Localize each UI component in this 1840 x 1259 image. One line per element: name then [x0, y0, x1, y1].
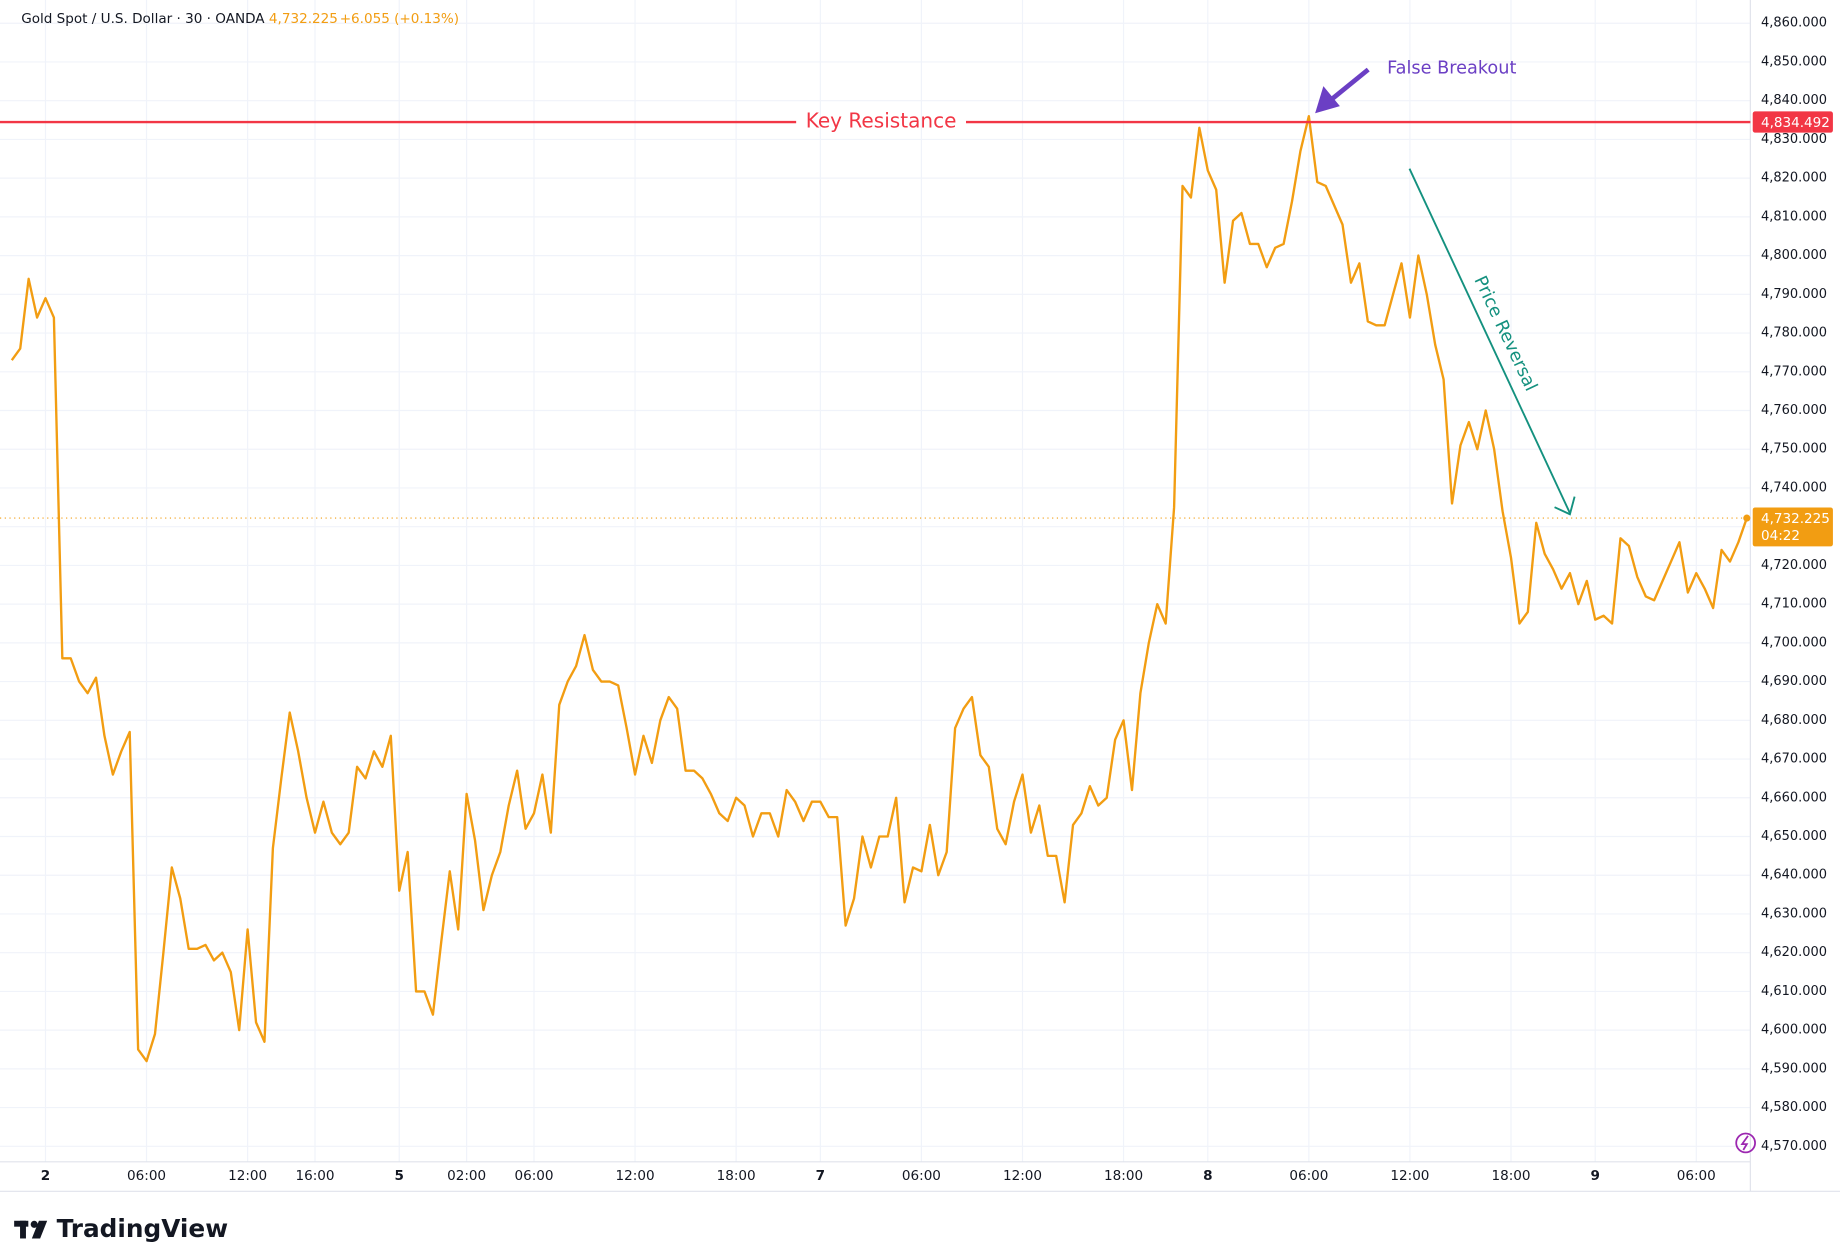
x-tick-label: 9 — [1590, 1168, 1599, 1184]
y-tick-label: 4,860.000 — [1761, 16, 1827, 31]
x-tick-label: 06:00 — [1677, 1168, 1716, 1184]
y-tick-label: 4,590.000 — [1761, 1061, 1827, 1076]
false-breakout-label: False Breakout — [1387, 58, 1516, 78]
y-tick-label: 4,680.000 — [1761, 713, 1827, 728]
y-tick-label: 4,760.000 — [1761, 403, 1827, 418]
y-tick-label: 4,630.000 — [1761, 906, 1827, 921]
x-tick-label: 18:00 — [1491, 1168, 1530, 1184]
y-tick-label: 4,570.000 — [1761, 1139, 1827, 1154]
price-line — [10, 115, 1748, 1063]
resistance-badge — [1752, 111, 1833, 133]
x-tick-label: 02:00 — [447, 1168, 486, 1184]
last-price: 4,732.225 — [269, 11, 338, 27]
price-reversal-arrow — [1408, 168, 1576, 516]
false-breakout-arrow — [1315, 67, 1370, 114]
y-tick-label: 4,770.000 — [1761, 364, 1827, 379]
y-tick-label: 4,700.000 — [1761, 635, 1827, 650]
countdown: 04:22 — [1761, 528, 1800, 544]
y-tick-label: 4,840.000 — [1761, 93, 1827, 108]
y-tick-label: 4,640.000 — [1761, 868, 1827, 883]
y-tick-label: 4,850.000 — [1761, 54, 1827, 69]
x-tick-label: 16:00 — [295, 1168, 334, 1184]
x-tick-label: 06:00 — [1289, 1168, 1328, 1184]
resistance-label: Key Resistance — [806, 109, 957, 133]
y-tick-label: 4,710.000 — [1761, 597, 1827, 612]
y-tick-label: 4,830.000 — [1761, 132, 1827, 147]
x-tick-label: 06:00 — [902, 1168, 941, 1184]
y-tick-label: 4,740.000 — [1761, 480, 1827, 495]
y-tick-label: 4,750.000 — [1761, 442, 1827, 457]
x-tick-label: 12:00 — [1003, 1168, 1042, 1184]
tradingview-logo: TradingView — [14, 1214, 228, 1243]
brand: TradingView — [57, 1214, 228, 1243]
resistance-badge-label: 4,834.492 — [1761, 115, 1830, 131]
y-tick-label: 4,790.000 — [1761, 287, 1827, 302]
x-tick-label: 18:00 — [717, 1168, 756, 1184]
x-tick-label: 7 — [816, 1168, 825, 1184]
x-tick-label: 8 — [1203, 1168, 1212, 1184]
y-tick-label: 4,620.000 — [1761, 945, 1827, 960]
y-tick-label: 4,580.000 — [1761, 1100, 1827, 1115]
x-tick-label: 2 — [41, 1168, 50, 1184]
y-tick-label: 4,690.000 — [1761, 674, 1827, 689]
y-tick-label: 4,720.000 — [1761, 558, 1827, 573]
y-tick-label: 4,800.000 — [1761, 248, 1827, 263]
last-price-dot — [1743, 514, 1751, 522]
header: Gold Spot / U.S. Dollar · 30 · OANDA 4,7… — [21, 11, 459, 27]
x-tick-label: 18:00 — [1104, 1168, 1143, 1184]
last-price-badge-label: 4,732.225 — [1761, 511, 1830, 527]
y-tick-label: 4,600.000 — [1761, 1023, 1827, 1038]
symbol: Gold Spot / U.S. Dollar · 30 · OANDA — [21, 11, 265, 27]
plot — [0, 115, 1751, 1063]
x-tick-label: 06:00 — [514, 1168, 553, 1184]
last-price-badge — [1752, 507, 1833, 547]
change: +6.055 (+0.13%) — [340, 11, 459, 27]
y-tick-label: 4,610.000 — [1761, 984, 1827, 999]
y-tick-label: 4,810.000 — [1761, 209, 1827, 224]
y-tick-label: 4,780.000 — [1761, 326, 1827, 341]
x-tick-label: 06:00 — [127, 1168, 166, 1184]
y-tick-label: 4,650.000 — [1761, 829, 1827, 844]
lightning-icon — [1735, 1132, 1756, 1154]
y-tick-label: 4,660.000 — [1761, 790, 1827, 805]
x-tick-label: 12:00 — [228, 1168, 267, 1184]
y-tick-label: 4,670.000 — [1761, 752, 1827, 767]
x-tick-label: 5 — [395, 1168, 404, 1184]
y-tick-label: 4,820.000 — [1761, 171, 1827, 186]
x-tick-label: 12:00 — [616, 1168, 655, 1184]
x-tick-label: 12:00 — [1390, 1168, 1429, 1184]
